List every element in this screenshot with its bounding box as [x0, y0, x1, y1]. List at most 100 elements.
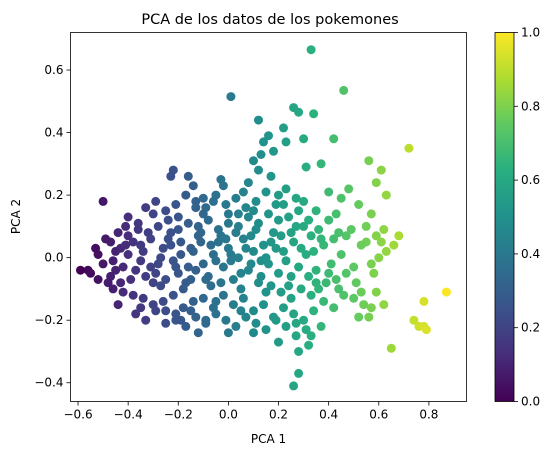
scatter-point: [136, 256, 146, 266]
scatter-point: [274, 337, 283, 347]
scatter-point: [379, 300, 389, 310]
scatter-point: [381, 190, 391, 200]
scatter-point: [241, 243, 251, 253]
scatter-point: [123, 231, 133, 241]
scatter-point: [274, 215, 283, 225]
scatter-point: [231, 193, 241, 203]
scatter-point: [331, 209, 341, 219]
scatter-point: [259, 240, 268, 250]
scatter-point: [126, 275, 136, 284]
x-axis: −0.6 −0.4 −0.2 0.0 0.2 0.4 0.6 0.8: [63, 401, 438, 422]
x-tick-label: 0.8: [419, 408, 438, 422]
scatter-point: [161, 306, 171, 316]
scatter-point: [261, 253, 271, 263]
scatter-point: [76, 265, 85, 275]
scatter-point: [256, 150, 266, 159]
scatter-point: [236, 306, 246, 316]
scatter-point: [279, 200, 288, 209]
x-tick-label: 0.0: [219, 408, 238, 422]
scatter-point: [294, 206, 304, 216]
scatter-point: [261, 187, 271, 197]
scatter-point: [441, 287, 451, 297]
scatter-point: [254, 165, 263, 175]
scatter-point: [173, 225, 183, 234]
scatter-point: [409, 315, 419, 325]
scatter-point: [196, 237, 206, 247]
scatter-point: [291, 221, 301, 231]
scatter-point: [166, 171, 176, 181]
scatter-point: [171, 309, 181, 319]
scatter-point: [311, 265, 321, 275]
scatter-point: [108, 256, 118, 266]
scatter-point: [166, 228, 176, 238]
scatter-point: [374, 253, 384, 263]
scatter-point: [349, 293, 359, 303]
scatter-point: [346, 225, 356, 234]
scatter-point: [223, 328, 233, 338]
scatter-point: [276, 287, 286, 297]
scatter-point: [91, 243, 101, 253]
scatter-point: [259, 300, 268, 310]
scatter-point: [191, 203, 201, 213]
scatter-point: [371, 231, 381, 241]
scatter-point: [291, 331, 301, 341]
scatter-point: [266, 237, 276, 247]
scatter-point: [223, 218, 233, 228]
scatter-point: [186, 306, 196, 316]
scatter-point: [349, 262, 359, 272]
scatter-point: [376, 165, 386, 175]
scatter-point: [191, 265, 201, 275]
scatter-point: [269, 228, 278, 238]
scatter-point: [261, 287, 271, 297]
scatter-point: [123, 250, 133, 259]
scatter-point: [249, 206, 258, 216]
y-tick-label: 0.0: [44, 251, 63, 265]
scatter-point: [281, 256, 291, 266]
scatter-point: [306, 290, 316, 300]
scatter-point: [156, 253, 166, 263]
scatter-point: [158, 296, 168, 306]
scatter-point: [173, 212, 183, 222]
scatter-point: [198, 209, 208, 219]
scatter-point: [319, 296, 329, 306]
scatter-point: [334, 228, 344, 238]
scatter-point: [421, 325, 431, 335]
scatter-point: [316, 234, 326, 244]
colorbar: [495, 32, 514, 402]
scatter-point: [133, 225, 143, 234]
scatter-point: [241, 203, 251, 213]
scatter-point: [309, 306, 319, 316]
scatter-point: [264, 209, 273, 219]
scatter-point: [166, 240, 176, 250]
scatter-point: [364, 156, 374, 166]
y-axis-title: PCA 2: [9, 199, 23, 234]
scatter-point: [356, 287, 366, 297]
scatter-point: [191, 312, 201, 322]
scatter-point: [206, 240, 216, 250]
scatter-point: [221, 315, 231, 325]
scatter-point: [178, 303, 188, 313]
scatter-point: [341, 231, 351, 241]
scatter-point: [261, 325, 271, 335]
scatter-points: [76, 45, 451, 391]
scatter-point: [249, 328, 258, 338]
scatter-point: [364, 312, 374, 322]
scatter-point: [329, 303, 339, 313]
scatter-point: [148, 278, 158, 288]
scatter-point: [249, 306, 258, 316]
y-tick-label: 0.4: [44, 126, 63, 140]
scatter-point: [156, 281, 166, 291]
colorbar-tick-label: 0.6: [521, 173, 540, 187]
colorbar-tick-label: 0.0: [521, 395, 540, 409]
scatter-point: [218, 290, 228, 300]
scatter-point: [181, 278, 191, 288]
scatter-point: [101, 234, 111, 244]
scatter-point: [279, 303, 288, 313]
scatter-point: [331, 275, 341, 284]
scatter-point: [296, 284, 306, 294]
x-tick-label: 0.2: [269, 408, 288, 422]
scatter-point: [191, 196, 201, 206]
scatter-point: [386, 343, 396, 353]
scatter-point: [151, 268, 161, 278]
y-tick-label: −0.4: [34, 376, 63, 390]
